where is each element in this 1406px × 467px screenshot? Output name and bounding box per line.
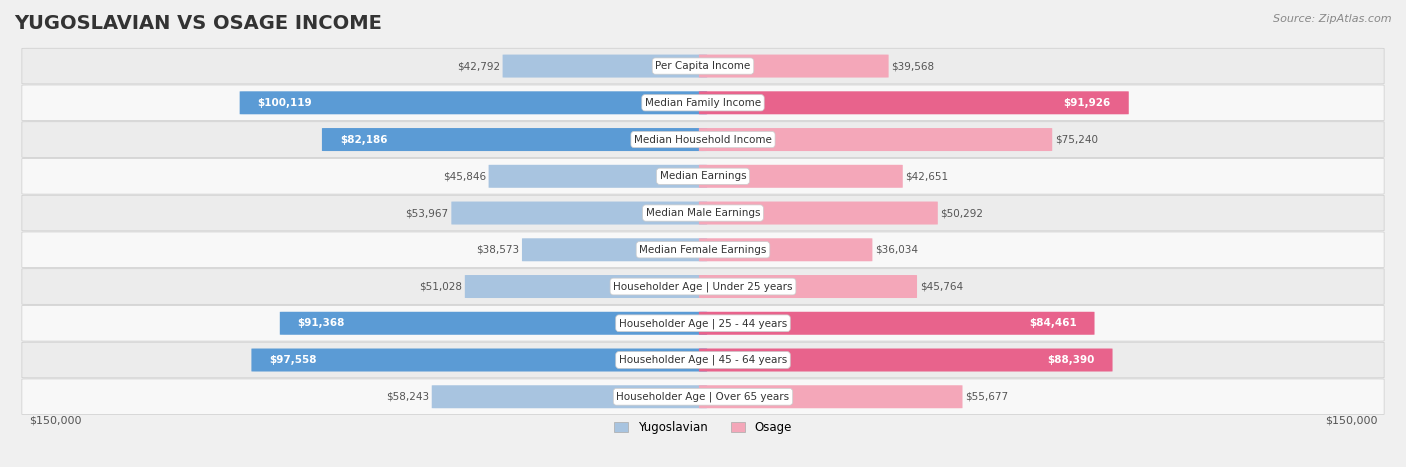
FancyBboxPatch shape <box>432 385 707 408</box>
Text: $150,000: $150,000 <box>1324 415 1378 425</box>
FancyBboxPatch shape <box>280 312 707 335</box>
Text: Per Capita Income: Per Capita Income <box>655 61 751 71</box>
Legend: Yugoslavian, Osage: Yugoslavian, Osage <box>609 416 797 439</box>
Text: Median Female Earnings: Median Female Earnings <box>640 245 766 255</box>
FancyBboxPatch shape <box>22 232 1384 268</box>
FancyBboxPatch shape <box>451 202 707 225</box>
Text: $97,558: $97,558 <box>270 355 316 365</box>
Text: $36,034: $36,034 <box>875 245 918 255</box>
Text: Median Male Earnings: Median Male Earnings <box>645 208 761 218</box>
FancyBboxPatch shape <box>699 55 889 78</box>
FancyBboxPatch shape <box>699 202 938 225</box>
Text: $91,926: $91,926 <box>1063 98 1111 108</box>
Text: Median Family Income: Median Family Income <box>645 98 761 108</box>
Text: $75,240: $75,240 <box>1054 134 1098 145</box>
FancyBboxPatch shape <box>22 195 1384 231</box>
FancyBboxPatch shape <box>322 128 707 151</box>
FancyBboxPatch shape <box>239 92 707 114</box>
FancyBboxPatch shape <box>699 312 1094 335</box>
FancyBboxPatch shape <box>699 275 917 298</box>
Text: Householder Age | 25 - 44 years: Householder Age | 25 - 44 years <box>619 318 787 328</box>
FancyBboxPatch shape <box>502 55 707 78</box>
Text: $39,568: $39,568 <box>891 61 935 71</box>
Text: $88,390: $88,390 <box>1047 355 1095 365</box>
FancyBboxPatch shape <box>22 122 1384 157</box>
FancyBboxPatch shape <box>22 342 1384 378</box>
Text: Source: ZipAtlas.com: Source: ZipAtlas.com <box>1274 14 1392 24</box>
Text: $38,573: $38,573 <box>477 245 519 255</box>
FancyBboxPatch shape <box>22 158 1384 194</box>
Text: $150,000: $150,000 <box>28 415 82 425</box>
Text: $58,243: $58,243 <box>385 392 429 402</box>
Text: Median Household Income: Median Household Income <box>634 134 772 145</box>
Text: $50,292: $50,292 <box>941 208 984 218</box>
FancyBboxPatch shape <box>699 165 903 188</box>
FancyBboxPatch shape <box>465 275 707 298</box>
Text: $45,764: $45,764 <box>920 282 963 291</box>
Text: $53,967: $53,967 <box>405 208 449 218</box>
FancyBboxPatch shape <box>22 269 1384 304</box>
Text: $51,028: $51,028 <box>419 282 463 291</box>
FancyBboxPatch shape <box>22 379 1384 415</box>
Text: $55,677: $55,677 <box>966 392 1008 402</box>
FancyBboxPatch shape <box>522 238 707 261</box>
FancyBboxPatch shape <box>699 238 872 261</box>
FancyBboxPatch shape <box>252 348 707 372</box>
Text: Householder Age | 45 - 64 years: Householder Age | 45 - 64 years <box>619 355 787 365</box>
Text: $45,846: $45,846 <box>443 171 486 181</box>
FancyBboxPatch shape <box>699 385 963 408</box>
Text: Householder Age | Under 25 years: Householder Age | Under 25 years <box>613 281 793 292</box>
Text: $84,461: $84,461 <box>1029 318 1077 328</box>
FancyBboxPatch shape <box>22 48 1384 84</box>
Text: $82,186: $82,186 <box>340 134 387 145</box>
Text: Householder Age | Over 65 years: Householder Age | Over 65 years <box>616 391 790 402</box>
Text: Median Earnings: Median Earnings <box>659 171 747 181</box>
FancyBboxPatch shape <box>22 305 1384 341</box>
FancyBboxPatch shape <box>489 165 707 188</box>
Text: $91,368: $91,368 <box>298 318 344 328</box>
FancyBboxPatch shape <box>699 348 1112 372</box>
Text: $42,792: $42,792 <box>457 61 501 71</box>
FancyBboxPatch shape <box>699 128 1052 151</box>
FancyBboxPatch shape <box>22 85 1384 120</box>
Text: $100,119: $100,119 <box>257 98 312 108</box>
Text: YUGOSLAVIAN VS OSAGE INCOME: YUGOSLAVIAN VS OSAGE INCOME <box>14 14 382 33</box>
FancyBboxPatch shape <box>699 92 1129 114</box>
Text: $42,651: $42,651 <box>905 171 949 181</box>
